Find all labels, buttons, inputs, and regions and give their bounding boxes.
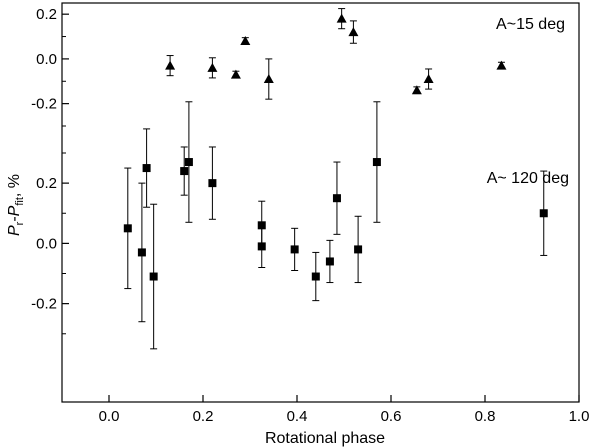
data-point-square <box>184 158 193 167</box>
y-title-unit: , % <box>6 174 23 197</box>
data-point-square <box>123 224 132 233</box>
plot-frame <box>61 2 580 403</box>
data-point-triangle <box>165 60 176 70</box>
y-title-sub-fit: fit <box>14 197 26 206</box>
y-tick-label: 0.0 <box>36 51 57 68</box>
y-tick-label: 0.2 <box>36 175 57 192</box>
data-point-triangle <box>496 60 507 70</box>
data-point-triangle <box>207 62 218 72</box>
data-point-square <box>290 245 299 254</box>
y-axis-title: Pr-Pfit, % <box>6 174 26 236</box>
data-point-triangle <box>230 69 241 79</box>
data-point-square <box>354 245 363 254</box>
x-tick-label: 1.0 <box>569 408 590 425</box>
ticks-group <box>62 13 580 402</box>
data-point-square <box>137 248 146 257</box>
labels-group: 0.0 0.2 0.4 0.6 0.8 1.0 0.2 0.0 -0.2 0.2 0.0 -0.2 <box>31 6 589 425</box>
y-tick-label: -0.2 <box>31 296 57 313</box>
data-point-square <box>372 158 381 167</box>
data-point-square <box>311 272 320 281</box>
data-point-triangle <box>240 36 251 46</box>
x-tick-label: 0.0 <box>99 408 120 425</box>
y-title-sub-r: r <box>14 221 26 225</box>
data-point-square <box>149 272 158 281</box>
marks-group <box>123 8 548 350</box>
data-point-triangle <box>336 13 347 23</box>
y-tick-label: 0.2 <box>36 6 57 23</box>
data-point-square <box>142 164 151 173</box>
x-axis-title: Rotational phase <box>265 430 385 447</box>
annotation-top-panel: A~15 deg <box>496 16 565 33</box>
data-point-triangle <box>263 74 274 84</box>
y-tick-label: 0.0 <box>36 235 57 252</box>
y-title-dash: - <box>6 216 23 221</box>
data-point-triangle <box>423 74 434 84</box>
data-point-square <box>257 242 266 251</box>
x-tick-label: 0.4 <box>287 408 308 425</box>
data-point-square <box>208 179 217 188</box>
data-point-square <box>180 167 189 176</box>
data-point-square <box>539 209 548 218</box>
x-tick-label: 0.8 <box>475 408 496 425</box>
y-title-p2: P <box>6 205 23 216</box>
data-point-square <box>325 257 334 266</box>
annotation-bottom-panel: A~ 120 deg <box>487 170 569 187</box>
data-point-triangle <box>411 85 422 95</box>
x-tick-label: 0.6 <box>381 408 402 425</box>
x-tick-label: 0.2 <box>193 408 214 425</box>
y-tick-label: -0.2 <box>31 96 57 113</box>
data-point-triangle <box>348 27 359 37</box>
y-title-p: P <box>6 225 23 236</box>
data-point-square <box>332 194 341 203</box>
